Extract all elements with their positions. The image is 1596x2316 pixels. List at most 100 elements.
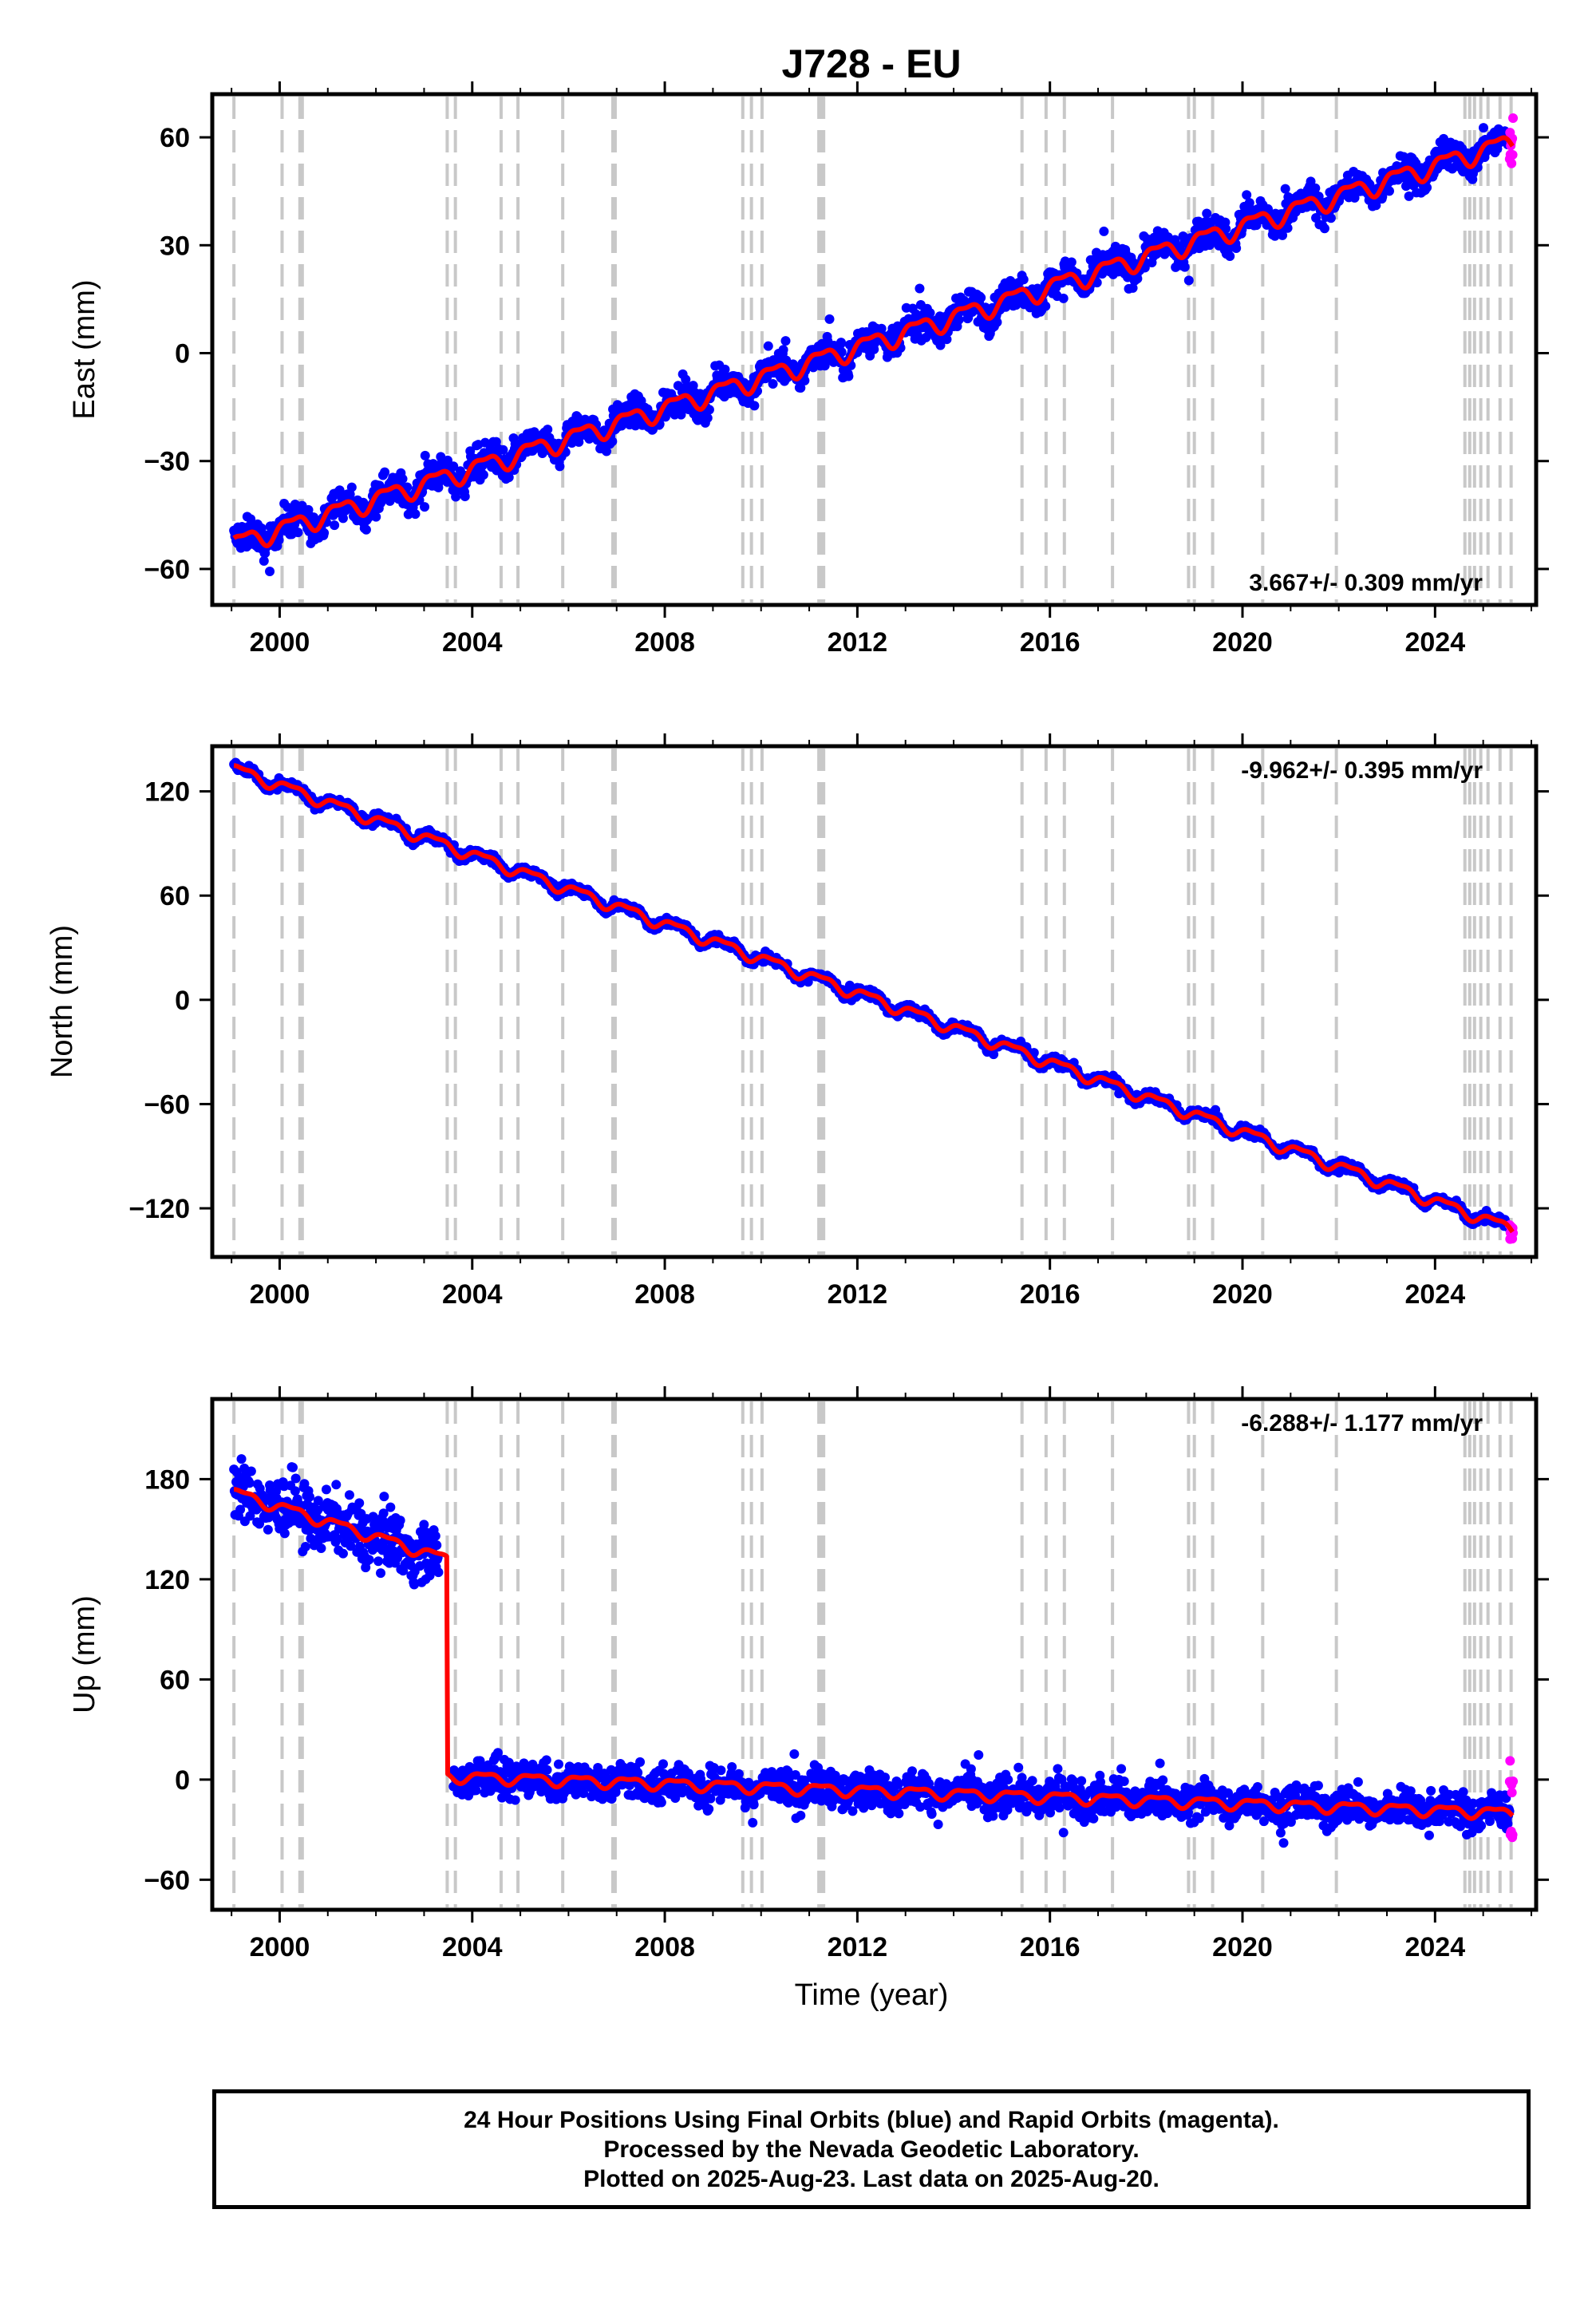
data-point	[925, 308, 935, 318]
chart-title: J728 - EU	[781, 41, 961, 86]
data-point	[354, 1498, 365, 1508]
panel-north: 2000 2004 2008 2012 2016 2020 2024−120−6006012…	[45, 733, 1549, 1310]
panel-up: 2000 2004 2008 2012 2016 2020 2024−60060120180…	[68, 1386, 1549, 1962]
y-tick-label: 0	[175, 339, 190, 370]
data-point	[1132, 274, 1143, 284]
x-tick-label: 2012	[828, 1279, 888, 1310]
data-point	[796, 382, 806, 393]
data-point	[1242, 190, 1252, 200]
data-point	[480, 437, 491, 448]
data-point	[344, 1490, 354, 1500]
data-point	[1385, 186, 1395, 196]
data-point	[1325, 213, 1336, 223]
data-point	[1041, 301, 1051, 311]
data-point	[1202, 208, 1212, 219]
x-tick-label: 2004	[442, 627, 503, 658]
panel-east: 2000 2004 2008 2012 2016 2020 2024−60−3003060 …	[68, 81, 1549, 658]
y-tick-label: 60	[160, 123, 190, 153]
y-tick-label: 60	[160, 881, 190, 911]
data-point	[1221, 223, 1231, 234]
data-point	[763, 341, 773, 351]
data-point	[660, 412, 670, 422]
data-point	[543, 425, 553, 435]
east-rate-label: 3.667+/- 0.309 mm/yr	[1249, 570, 1483, 596]
data-point	[246, 1466, 256, 1476]
data-point	[1018, 275, 1029, 285]
data-point	[1404, 191, 1414, 201]
data-point	[287, 1462, 298, 1472]
data-point	[954, 314, 964, 325]
panel-east-frame	[210, 92, 1539, 607]
x-tick-label: 2024	[1404, 1279, 1465, 1310]
data-point	[361, 524, 371, 535]
data-point	[265, 566, 275, 576]
data-point	[330, 520, 340, 531]
data-point	[780, 336, 791, 346]
data-point	[1479, 123, 1489, 133]
data-point	[290, 1473, 301, 1484]
data-point	[768, 379, 778, 389]
y-tick-label: −120	[128, 1194, 190, 1224]
data-point	[976, 292, 986, 302]
data-point	[1371, 200, 1381, 211]
data-point	[1179, 262, 1190, 272]
x-tick-label: 2008	[634, 627, 695, 658]
data-point	[478, 470, 488, 480]
data-point	[836, 347, 847, 358]
x-tick-label: 2000	[250, 627, 310, 658]
data-point	[293, 528, 303, 538]
data-point	[1092, 278, 1102, 288]
data-point	[380, 467, 390, 477]
data-point	[1058, 293, 1069, 303]
data-point	[274, 535, 284, 545]
data-point	[244, 1478, 255, 1488]
data-point	[824, 314, 835, 324]
x-tick-label: 2024	[1404, 627, 1465, 658]
data-point	[1128, 283, 1138, 293]
model-line	[232, 135, 1515, 548]
data-point	[373, 1556, 384, 1567]
data-point	[319, 528, 330, 538]
data-point	[1319, 223, 1329, 234]
data-point	[338, 1548, 348, 1559]
x-tick-label: 2020	[1212, 627, 1273, 658]
x-tick-label: 2020	[1212, 1279, 1273, 1310]
rapid-data-point	[1507, 158, 1517, 168]
data-point	[371, 512, 381, 522]
data-point	[236, 1454, 247, 1464]
data-point	[304, 1492, 314, 1502]
data-point	[259, 555, 269, 566]
data-point	[1306, 176, 1316, 187]
data-point	[402, 482, 413, 492]
data-point	[1280, 184, 1290, 194]
data-point	[364, 1555, 374, 1565]
data-point	[256, 523, 267, 533]
data-point	[498, 445, 508, 455]
x-tick-label: 2004	[442, 1279, 503, 1310]
y-tick-label: −30	[144, 447, 190, 477]
data-point	[1282, 223, 1293, 233]
data-point	[915, 283, 925, 294]
data-point	[843, 371, 854, 381]
data-point	[602, 446, 612, 456]
data-point	[676, 409, 686, 420]
data-point	[1183, 275, 1194, 286]
y-tick-label: −60	[144, 555, 190, 585]
x-tick-label: 2012	[828, 627, 888, 658]
data-point	[397, 474, 408, 484]
rapid-data-point	[1507, 149, 1518, 160]
data-point	[346, 482, 357, 492]
data-point	[410, 509, 421, 520]
data-point	[1225, 251, 1235, 262]
data-point	[279, 1528, 290, 1539]
data-point	[876, 323, 887, 334]
y-tick-label: 0	[175, 986, 190, 1016]
data-point	[607, 437, 618, 447]
data-point	[1231, 243, 1242, 253]
north-rate-label: -9.962+/- 0.395 mm/yr	[1241, 757, 1483, 784]
x-tick-label: 2016	[1020, 627, 1080, 658]
x-tick-label: 2000	[250, 1279, 310, 1310]
data-point	[992, 317, 1002, 327]
data-point	[942, 334, 952, 345]
data-point	[263, 1524, 273, 1535]
